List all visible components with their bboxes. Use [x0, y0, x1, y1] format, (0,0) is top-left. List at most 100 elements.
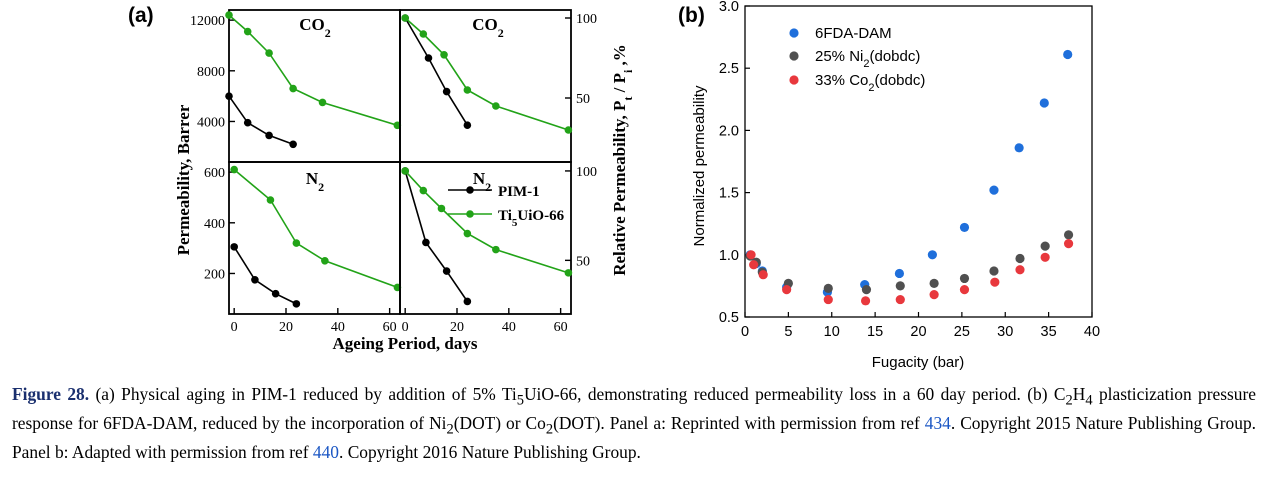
caption-text: (DOT) or Co	[453, 412, 546, 433]
x-tick-label: 25	[954, 324, 970, 340]
panel-b-legend: 6FDA-DAM 25% Ni2(dobdc) 33% Co2(dobdc)	[789, 25, 925, 94]
y-tick-label: 2.0	[719, 123, 739, 139]
y-tick-label: 50	[576, 254, 590, 269]
panel-a-left-axis-title: Permeability, Barrer	[174, 104, 193, 255]
y-tick-label: 12000	[190, 14, 225, 29]
legend-label-ti5uio66: Ti5UiO-66	[498, 208, 565, 229]
data-point	[1063, 230, 1074, 240]
data-point	[289, 84, 297, 93]
panel-a-x-axis-title: Ageing Period, days	[333, 334, 478, 353]
data-point	[758, 270, 768, 280]
data-point	[1063, 239, 1074, 249]
data-point	[440, 51, 448, 59]
data-point	[782, 285, 792, 295]
data-point	[251, 276, 259, 284]
data-point	[1015, 253, 1025, 264]
subplot-frame	[399, 161, 572, 315]
y-tick-label: 50	[576, 92, 590, 107]
data-point	[1014, 143, 1024, 153]
series-line	[404, 17, 469, 126]
y-tick-label: 1.0	[719, 248, 739, 264]
data-point	[1040, 252, 1050, 262]
x-tick-label: 20	[450, 320, 464, 335]
y-tick-label: 2.5	[719, 61, 739, 77]
data-point	[1063, 49, 1073, 60]
data-point	[230, 165, 238, 174]
caption-text: H	[1072, 384, 1086, 404]
data-point	[321, 257, 329, 265]
data-point	[929, 290, 939, 300]
panel-b-y-axis-title: Normalized permeability	[691, 85, 708, 246]
data-point	[895, 281, 905, 291]
data-point	[463, 297, 472, 306]
caption-ref-link[interactable]: 440	[312, 441, 339, 462]
data-point	[422, 238, 430, 247]
data-point	[861, 285, 872, 295]
x-tick-label: 30	[997, 324, 1013, 340]
data-point	[1040, 241, 1050, 251]
figure-canvas: (a) Permeability, Barrer Relative Permea…	[128, 0, 1100, 371]
data-point	[292, 300, 301, 308]
legend-marker-ti5uio66	[466, 210, 474, 218]
data-point	[230, 243, 238, 251]
legend-label-6fda-dam: 6FDA-DAM	[815, 25, 892, 42]
data-point	[959, 222, 970, 233]
figure-caption: Figure 28. (a) Physical aging in PIM-1 r…	[12, 383, 1256, 463]
data-point	[989, 185, 999, 195]
series-line	[228, 14, 398, 127]
data-point	[401, 14, 409, 22]
caption-ref-link[interactable]: 434	[924, 412, 951, 433]
subplot-title-n2-left: N2	[306, 169, 324, 194]
data-point	[463, 229, 472, 238]
data-point	[442, 87, 451, 96]
data-point	[424, 54, 433, 62]
legend-label-pim1: PIM-1	[498, 184, 540, 200]
data-point	[492, 245, 500, 254]
data-point	[243, 118, 252, 127]
caption-sub: 2	[446, 421, 454, 438]
data-point	[749, 260, 759, 270]
data-point	[419, 186, 428, 195]
data-point	[990, 277, 1000, 287]
data-point	[265, 49, 273, 57]
y-tick-label: 600	[204, 166, 225, 181]
data-point	[225, 92, 233, 100]
caption-sub: 4	[1085, 392, 1093, 409]
x-tick-label: 15	[867, 324, 883, 340]
panel-a-label: (a)	[128, 4, 154, 27]
y-tick-label: 400	[204, 217, 225, 232]
data-point	[564, 269, 573, 277]
x-tick-label: 5	[784, 324, 792, 340]
legend-marker-pim1	[466, 186, 474, 194]
x-tick-label: 20	[910, 324, 926, 340]
data-point	[860, 296, 871, 306]
data-point	[927, 250, 937, 260]
series-line	[404, 17, 569, 131]
data-point	[959, 285, 970, 295]
data-point	[959, 273, 970, 284]
caption-text: . Copyright 2015 Nature Publishing Group…	[12, 412, 1256, 462]
caption-text: . Copyright 2016 Nature Publishing Group…	[339, 441, 641, 462]
data-point	[463, 86, 472, 94]
legend-marker-ni2-dobdc	[789, 51, 799, 61]
subplot-title-n2-right: N2	[473, 169, 491, 194]
series-line	[404, 170, 569, 274]
panel-a-right-axis-title: Relative Permeability, Pt / Pi ,%	[610, 44, 635, 276]
data-point	[823, 294, 833, 305]
data-point	[292, 239, 301, 247]
caption-text: (DOT). Panel a: Reprinted with permissio…	[553, 412, 925, 433]
caption-sub: 2	[545, 421, 554, 438]
x-tick-label: 10	[824, 324, 840, 340]
data-point	[265, 131, 273, 140]
x-tick-label: 35	[1041, 324, 1057, 340]
y-tick-label: 8000	[197, 65, 225, 80]
y-tick-label: 200	[204, 267, 225, 282]
y-tick-label: 100	[576, 165, 597, 180]
data-point	[989, 266, 999, 276]
x-tick-label: 20	[279, 320, 293, 335]
x-tick-label: 60	[383, 320, 397, 335]
data-point	[564, 126, 573, 134]
panel-a-subplots: 4000 8000 12000 50 100 200 400 600 0 20 40 60 50 100 0…	[190, 9, 597, 335]
legend-label-ni2-dobdc: 25% Ni2(dobdc)	[815, 48, 920, 70]
legend-marker-co2-dobdc	[789, 75, 799, 85]
